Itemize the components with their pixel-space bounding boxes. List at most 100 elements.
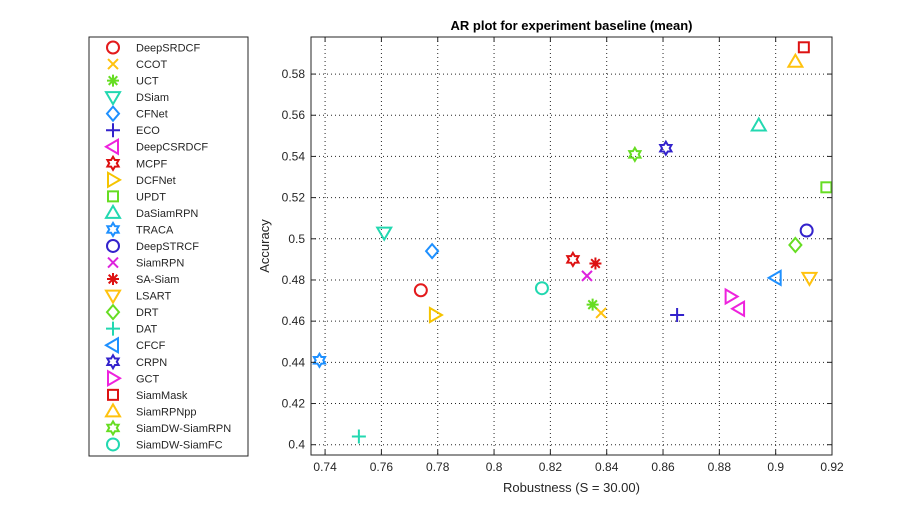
data-point-siamdw-siamrpn [627,145,643,163]
y-tick-label: 0.4 [288,438,305,452]
data-point-dasiamrpn [750,116,768,132]
data-point-eco [670,307,685,322]
legend-label: DeepSTRCF [136,241,199,253]
legend-marker-circle [106,40,120,55]
marker-hexagram [627,145,643,163]
x-tick-label: 0.88 [708,460,732,474]
legend-marker-triangle-left [104,137,119,156]
y-axis-label: Accuracy [257,219,272,273]
legend-item-ccot: CCOT [107,58,167,71]
legend-label: DaSiamRPN [136,208,198,220]
legend-marker-square [107,190,119,203]
legend-marker-circle [106,238,120,253]
marker-x [595,307,607,319]
marker-triangle-right [724,287,740,306]
legend-label: SiamRPNpp [136,406,197,418]
marker-diamond [424,242,440,260]
y-tick-label: 0.42 [282,397,306,411]
legend-label: LSART [136,291,172,303]
legend-marker-asterisk [107,273,119,286]
legend-marker-x [107,256,119,269]
legend-item-deepcsrdcf: DeepCSRDCF [104,137,208,156]
data-point-lsart [800,271,819,287]
legend-label: DeepCSRDCF [136,142,208,154]
legend-label: SiamDW-SiamRPN [136,423,231,435]
data-point-deepcsrdcf [730,300,746,318]
data-point-siamdw-siamfc [534,281,549,296]
x-tick-label: 0.8 [486,460,503,474]
legend-marker-square [107,388,119,401]
legend-marker-hexagram [105,419,121,437]
legend-item-mcpf: MCPF [105,154,167,172]
grid-lines [311,37,832,455]
marker-asterisk [586,298,599,311]
plot-area [311,37,832,455]
marker-square [797,41,810,54]
legend-item-traca: TRACA [105,220,174,238]
legend-item-siamrpn: SiamRPN [107,256,184,270]
marker-circle [413,283,428,298]
legend-item-cfcf: CFCF [104,336,166,354]
legend-label: MCPF [136,158,167,170]
marker-hexagram [565,250,581,268]
x-tick-label: 0.82 [539,460,563,474]
marker-triangle-up [750,116,768,132]
legend-marker-triangle-down [104,289,122,305]
legend-label: ECO [136,125,160,137]
data-point-drt [788,236,803,254]
y-tick-label: 0.46 [282,314,306,328]
legend-item-dcfnet: DCFNet [107,171,176,189]
legend-marker-hexagram [105,154,121,172]
legend-label: SiamDW-SiamFC [136,439,223,451]
legend-item-cfnet: CFNet [105,105,168,123]
data-point-sa-siam [589,257,602,270]
marker-triangle-up [786,52,805,68]
legend-marker-hexagram [105,353,121,371]
legend-item-drt: DRT [105,303,159,321]
legend-marker-triangle-left [104,336,119,354]
legend-item-dsiam: DSiam [104,91,169,107]
legend-label: DRT [136,307,159,319]
legend-label: UCT [136,76,159,88]
legend-marker-hexagram [105,220,121,238]
data-point-cfnet [424,242,440,260]
marker-x [581,270,593,282]
legend-item-eco: ECO [106,123,160,138]
legend-marker-triangle-down [104,91,122,107]
y-tick-label: 0.56 [282,108,306,122]
legend-marker-diamond [105,303,121,321]
legend-marker-plus [106,321,120,336]
legend-item-sa-siam: SA-Siam [107,273,179,286]
legend-marker-asterisk [107,74,119,87]
legend-item-crpn: CRPN [105,353,167,371]
data-point-crpn [658,139,674,157]
legend-item-updt: UPDT [107,190,166,203]
data-point-siammask [797,41,810,54]
legend-label: CCOT [136,59,167,71]
data-point-siamrpnpp [786,52,805,68]
legend-label: CRPN [136,357,167,369]
plot-frame [310,36,833,456]
legend-item-siamdw-siamrpn: SiamDW-SiamRPN [105,419,231,437]
legend-label: GCT [136,373,160,385]
legend-marker-triangle-up [104,402,122,418]
y-tick-label: 0.58 [282,67,306,81]
y-tick-label: 0.5 [288,232,305,246]
legend-item-siamdw-siamfc: SiamDW-SiamFC [106,437,223,452]
legend-marker-x [107,58,119,70]
y-tick-label: 0.52 [282,191,306,205]
legend-label: DCFNet [136,175,176,187]
legend-item-dasiamrpn: DaSiamRPN [104,203,198,220]
legend-label: DAT [136,324,157,336]
marker-triangle-left [730,300,746,318]
legend-label: SiamRPN [136,258,184,270]
data-point-dsiam [375,226,393,242]
legend-label: TRACA [136,224,174,236]
marker-triangle-left [766,269,782,287]
legend-label: CFCF [136,340,166,352]
legend-label: CFNet [136,109,168,121]
legend-item-lsart: LSART [104,289,172,305]
data-point-siamrpn [581,270,593,282]
x-tick-label: 0.76 [370,460,394,474]
axis-ticks: 0.74 0.76 0.78 0.8 0.82 0.84 0.86 0.88 0.9 0.92 0.… [282,37,844,474]
